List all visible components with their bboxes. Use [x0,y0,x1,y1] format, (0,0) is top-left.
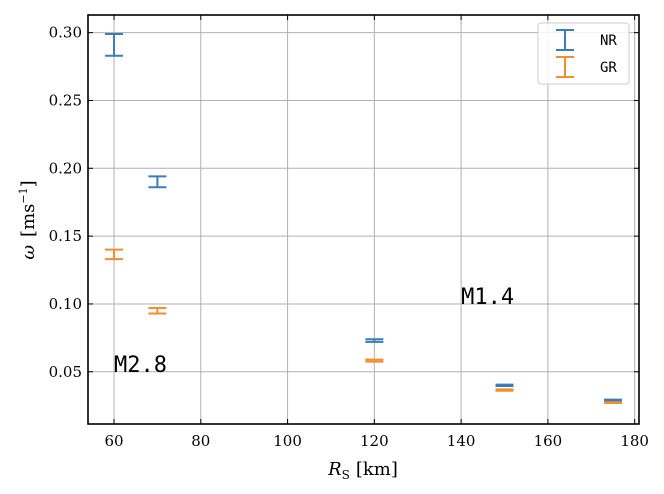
errorbar-gr [365,358,384,363]
x-tick-label: 100 [273,432,302,450]
x-tick-label: 140 [447,432,476,450]
x-tick-label: 180 [620,432,649,450]
legend-entry-nr: NR [556,29,617,51]
series-gr [105,248,622,404]
x-tick-label: 120 [360,432,389,450]
series-layer [105,32,622,404]
errorbar-nr [365,338,384,343]
x-tick-label: 60 [104,432,123,450]
series-nr [105,32,622,402]
annotation-m1.4: M1.4 [461,285,514,310]
errorbar-gr [495,388,514,392]
x-tick-label: 160 [534,432,563,450]
plot-frame [87,14,640,425]
y-tick-label: 0.20 [49,159,82,177]
x-tick-label: 80 [191,432,210,450]
legend-entry-gr: GR [556,56,617,78]
annotations: M1.4 M2.8 [114,285,514,378]
legend-label: GR [600,60,617,76]
y-tick-label: 0.25 [49,91,82,109]
y-tick-label: 0.30 [49,24,82,42]
ticks: 60 80 100 120 140 160 180 0.05 0.10 0.15 0.20 0.25 0… [49,15,649,450]
errorbar-nr [105,32,124,57]
errorbar-nr [495,383,514,388]
y-tick-label: 0.15 [49,227,82,245]
errorbar-gr [105,248,124,261]
annotation-m2.8: M2.8 [114,353,167,378]
legend: NR GR [537,22,630,85]
y-tick-label: 0.10 [49,295,82,313]
legend-box [537,22,630,85]
y-axis-label: ω[ms−1] [17,180,39,259]
errorbar-gr [148,307,167,315]
errorbar-gr [603,401,622,404]
errorbar-nr [603,398,622,402]
x-axis-label: RS [km] [327,459,398,482]
legend-label: NR [600,33,617,49]
y-tick-label: 0.05 [49,363,82,381]
errorbar-nr [148,175,167,189]
